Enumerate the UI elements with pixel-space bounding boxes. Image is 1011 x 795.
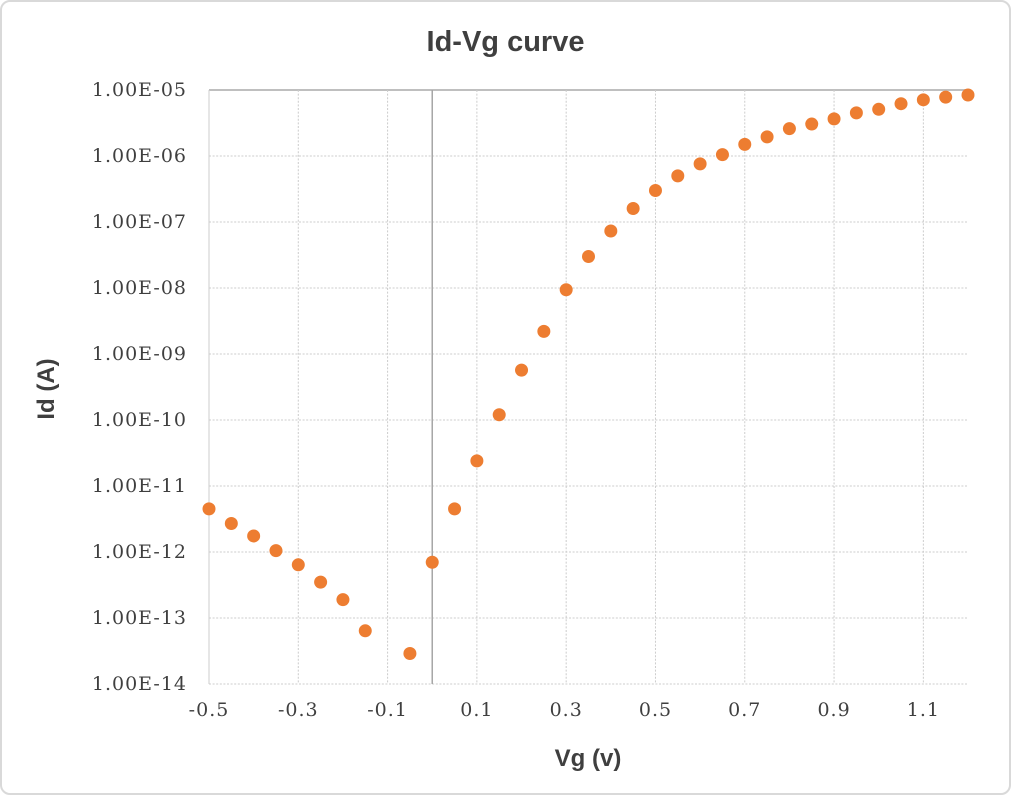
data-point xyxy=(782,122,796,136)
data-point xyxy=(559,283,573,297)
y-tick-label: 1.00E-05 xyxy=(91,79,187,101)
x-tick-label: 0.9 xyxy=(817,699,851,721)
data-point xyxy=(358,624,372,638)
y-tick-label: 1.00E-08 xyxy=(91,277,187,299)
data-point xyxy=(582,250,595,264)
data-point xyxy=(336,593,350,607)
x-tick-label: 0.5 xyxy=(638,699,673,721)
data-point xyxy=(872,102,886,116)
data-point xyxy=(738,137,752,151)
data-point xyxy=(269,544,283,558)
y-tick-label: 1.00E-09 xyxy=(91,343,187,365)
y-tick-label: 1.00E-12 xyxy=(91,541,187,563)
data-point xyxy=(827,112,841,126)
data-point xyxy=(805,117,819,131)
data-point xyxy=(604,224,618,238)
data-point xyxy=(693,157,707,171)
x-tick-label: 0.7 xyxy=(728,699,762,721)
data-point xyxy=(715,148,729,162)
x-tick-label: 1.1 xyxy=(906,699,940,721)
data-point xyxy=(425,555,439,569)
data-point xyxy=(916,93,930,107)
y-tick-label: 1.00E-13 xyxy=(91,607,187,629)
y-tick-label: 1.00E-06 xyxy=(91,145,187,167)
x-tick-label: -0.1 xyxy=(367,699,408,721)
data-point xyxy=(648,184,662,198)
chart-title: Id-Vg curve xyxy=(426,26,585,58)
data-point xyxy=(291,558,305,572)
data-point xyxy=(492,408,506,422)
x-axis-title: Vg (v) xyxy=(554,745,622,772)
x-tick-label: -0.3 xyxy=(277,699,319,721)
x-tick-label: 0.3 xyxy=(549,699,583,721)
data-point xyxy=(671,169,685,183)
data-point xyxy=(470,454,484,468)
y-tick-label: 1.00E-07 xyxy=(91,211,187,233)
data-point xyxy=(626,202,640,216)
data-point xyxy=(314,575,328,589)
x-tick-label: -0.5 xyxy=(188,699,230,721)
data-point xyxy=(939,90,953,104)
y-tick-label: 1.00E-14 xyxy=(91,673,187,695)
data-point xyxy=(894,97,908,111)
data-point xyxy=(515,363,529,377)
data-point xyxy=(760,130,774,144)
y-tick-label: 1.00E-11 xyxy=(91,475,187,497)
data-point xyxy=(403,646,417,660)
data-point xyxy=(537,324,551,338)
x-tick-label: 0.1 xyxy=(460,699,494,721)
y-tick-label: 1.00E-10 xyxy=(91,409,187,431)
data-point xyxy=(247,529,261,543)
data-point xyxy=(849,106,863,120)
data-point xyxy=(224,517,238,531)
data-point xyxy=(961,88,975,102)
data-point xyxy=(202,502,216,516)
data-point xyxy=(448,502,462,516)
